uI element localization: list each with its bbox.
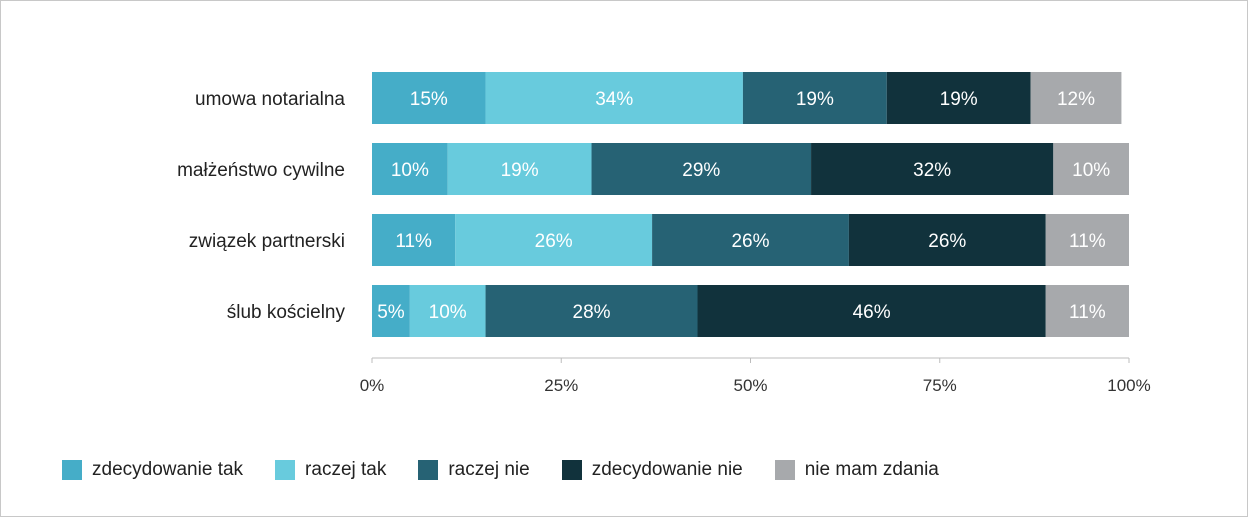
bar-segment-zdecydowanie-nie-slub-koscielny <box>697 285 1046 337</box>
legend-label: nie mam zdania <box>804 459 939 480</box>
bar-segment-raczej-nie-zwiazek-partnerski <box>652 214 849 266</box>
legend-label: raczej nie <box>448 459 530 480</box>
legend-label: zdecydowanie tak <box>92 459 244 480</box>
data-label-raczej-nie-slub-koscielny: 28% <box>573 302 611 323</box>
data-label-raczej-nie-umowa-notarialna: 19% <box>796 89 834 110</box>
data-label-zdecydowanie-tak-malzenstwo-cywilne: 10% <box>391 160 429 181</box>
x-axis: 0% 25% 50% 75% 100% <box>360 357 1151 395</box>
bar-segment-zdecydowanie-nie-umowa-notarialna <box>886 72 1031 124</box>
category-label-umowa-notarialna: umowa notarialna <box>195 89 345 110</box>
data-label-zdecydowanie-nie-slub-koscielny: 46% <box>853 302 891 323</box>
legend-item-zdecydowanie-tak: zdecydowanie tak <box>62 459 243 481</box>
bar-segment-raczej-tak-malzenstwo-cywilne <box>447 143 592 195</box>
bar-segment-raczej-tak-slub-koscielny <box>409 285 486 337</box>
category-labels: umowa notarialna małżeństwo cywilne związe… <box>177 89 345 323</box>
data-label-nie-mam-zdania-malzenstwo-cywilne: 10% <box>1072 160 1110 181</box>
legend-swatch <box>275 460 296 480</box>
data-label-raczej-tak-malzenstwo-cywilne: 19% <box>501 160 539 181</box>
data-label-zdecydowanie-nie-umowa-notarialna: 19% <box>940 89 978 110</box>
data-label-nie-mam-zdania-slub-koscielny: 11% <box>1069 302 1106 323</box>
legend-label: zdecydowanie nie <box>591 459 743 480</box>
legend-item-nie-mam-zdania: nie mam zdania <box>774 459 939 481</box>
category-label-malzenstwo-cywilne: małżeństwo cywilne <box>177 160 345 181</box>
bar-segment-raczej-tak-zwiazek-partnerski <box>455 214 653 266</box>
bar-segment-zdecydowanie-nie-zwiazek-partnerski <box>848 214 1046 266</box>
x-tick-label: 50% <box>733 376 767 395</box>
x-tick-label: 0% <box>360 376 385 395</box>
bar-segment-raczej-nie-umowa-notarialna <box>742 72 887 124</box>
data-label-zdecydowanie-tak-zwiazek-partnerski: 11% <box>395 231 432 252</box>
legend-swatch <box>62 460 82 480</box>
legend-item-raczej-tak: raczej tak <box>275 459 386 481</box>
data-label-raczej-nie-zwiazek-partnerski: 26% <box>731 231 769 252</box>
legend-item-raczej-nie: raczej nie <box>418 459 530 481</box>
data-label-raczej-tak-slub-koscielny: 10% <box>429 302 467 323</box>
legend-swatch <box>774 460 795 480</box>
bar-segment-raczej-nie-malzenstwo-cywilne <box>591 143 812 195</box>
bar-segment-zdecydowanie-tak-slub-koscielny <box>372 285 410 337</box>
data-label-zdecydowanie-tak-umowa-notarialna: 15% <box>410 89 448 110</box>
legend-item-zdecydowanie-nie: zdecydowanie nie <box>561 459 743 481</box>
bar-segment-nie-mam-zdania-umowa-notarialna <box>1030 72 1122 124</box>
data-label-raczej-tak-umowa-notarialna: 34% <box>595 89 633 110</box>
category-label-slub-koscielny: ślub kościelny <box>227 302 346 323</box>
bars-layer: 15% 34% 19% 19% 12% 10% 19% 29% 32% 10% 11% 26% 26% 2… <box>372 72 1129 337</box>
data-label-nie-mam-zdania-umowa-notarialna: 12% <box>1057 89 1095 110</box>
x-tick-label: 25% <box>544 376 578 395</box>
legend: zdecydowanie tak raczej tak raczej nie zdec… <box>62 459 971 481</box>
data-label-raczej-nie-malzenstwo-cywilne: 29% <box>682 160 720 181</box>
data-label-zdecydowanie-nie-malzenstwo-cywilne: 32% <box>913 160 951 181</box>
data-label-zdecydowanie-tak-slub-koscielny: 5% <box>377 302 405 323</box>
category-label-zwiazek-partnerski: związek partnerski <box>189 231 345 252</box>
bar-segment-zdecydowanie-nie-malzenstwo-cywilne <box>811 143 1054 195</box>
bar-segment-nie-mam-zdania-slub-koscielny <box>1045 285 1129 337</box>
data-label-nie-mam-zdania-zwiazek-partnerski: 11% <box>1069 231 1106 252</box>
legend-swatch <box>418 460 439 480</box>
legend-swatch <box>561 460 582 480</box>
bar-segment-nie-mam-zdania-zwiazek-partnerski <box>1045 214 1129 266</box>
x-tick-label: 100% <box>1107 376 1150 395</box>
legend-label: raczej tak <box>305 459 387 480</box>
x-tick-label: 75% <box>923 376 957 395</box>
bar-segment-raczej-tak-umowa-notarialna <box>485 72 743 124</box>
bar-segment-zdecydowanie-tak-umowa-notarialna <box>372 72 486 124</box>
bar-segment-zdecydowanie-tak-zwiazek-partnerski <box>372 214 456 266</box>
bar-segment-nie-mam-zdania-malzenstwo-cywilne <box>1053 143 1129 195</box>
data-label-zdecydowanie-nie-zwiazek-partnerski: 26% <box>928 231 966 252</box>
bar-segment-zdecydowanie-tak-malzenstwo-cywilne <box>372 143 448 195</box>
bar-segment-raczej-nie-slub-koscielny <box>485 285 698 337</box>
data-label-raczej-tak-zwiazek-partnerski: 26% <box>535 231 573 252</box>
